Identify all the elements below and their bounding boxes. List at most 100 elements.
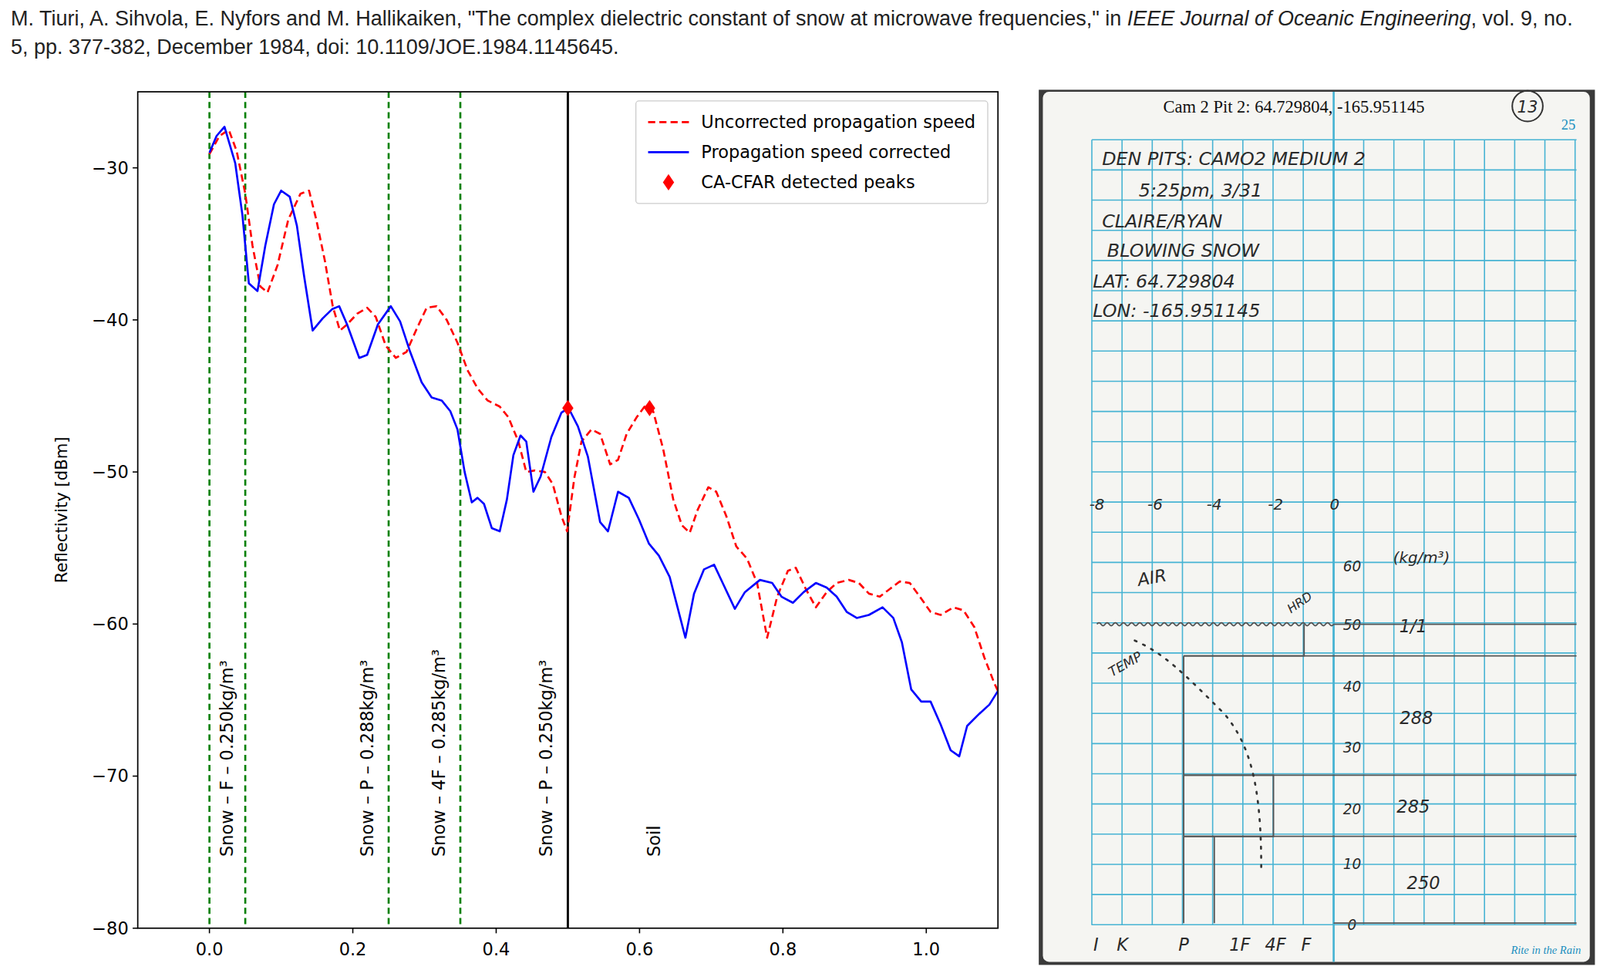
hardness-scale-label: 4F [1265, 934, 1287, 955]
density-unit: (kg/m³) [1393, 549, 1450, 567]
grid-line [1544, 139, 1547, 926]
page-divider [1332, 91, 1335, 962]
y-tick-label: −60 [91, 613, 128, 634]
page-number: 13 [1517, 97, 1539, 117]
x-tick-label: 0.2 [339, 939, 368, 960]
notebook: Cam 2 Pit 2: 64.729804, -165.951145 13 25 D… [1038, 89, 1595, 965]
y-tick [132, 927, 139, 930]
x-tick-label: 0.8 [768, 939, 797, 960]
x-tick [352, 928, 354, 934]
legend-box [636, 101, 988, 204]
temp-axis-label: -4 [1206, 495, 1223, 514]
density-value: 1/1 [1399, 616, 1428, 637]
y-tick-label: −70 [91, 765, 128, 786]
note-line: LAT: 64.729804 [1092, 270, 1235, 293]
legend: Uncorrected propagation speedPropagation… [636, 101, 988, 204]
hardness-scale-label: I [1093, 934, 1099, 955]
y-axis-title: Reflectivity [dBm] [51, 436, 71, 583]
boundary-line [387, 91, 391, 929]
note-line: BLOWING SNOW [1107, 239, 1261, 262]
y-tick-label: −80 [91, 918, 128, 939]
note-line: CLAIRE/RYAN [1101, 210, 1223, 233]
temp-profile [1135, 640, 1262, 868]
x-tick-label: 1.0 [912, 939, 940, 960]
height-axis-label: 60 [1343, 558, 1362, 575]
boundary-line [566, 91, 570, 929]
notebook-page [1042, 91, 1590, 962]
hardness-scale-label: P [1178, 934, 1190, 955]
y-tick-label: −40 [91, 309, 128, 331]
brand: Rite in the Rain [1509, 943, 1581, 957]
x-tick-label: 0.0 [195, 939, 224, 960]
y-tick-label: −30 [91, 158, 128, 179]
y-tick-label: −50 [91, 461, 128, 482]
peak-marker [643, 400, 656, 417]
y-tick [132, 471, 139, 473]
hardness-label: HRD [1284, 588, 1316, 617]
hardness-scale-label: F [1300, 934, 1312, 955]
height-axis-label: 40 [1343, 678, 1362, 695]
grid-line [1363, 139, 1365, 926]
note-line: LON: -165.951145 [1092, 299, 1260, 322]
note-line: 5:25pm, 3/31 [1138, 179, 1263, 202]
x-tick [639, 928, 641, 934]
grid-line [1483, 139, 1486, 926]
layer-label: Snow – P – 0.288kg/m³ [357, 660, 378, 857]
snow-surface [1097, 623, 1334, 627]
notebook-edge [1038, 89, 1595, 965]
y-tick [132, 167, 139, 169]
citation-part: "The complex dielectric constant of snow… [468, 6, 1122, 31]
figure: 0.00.20.40.60.81.0−80−70−60−50−40−30Refl… [0, 0, 1600, 970]
citation-part: M. Tiuri, A. Sihvola, E. Nyfors and M. H… [10, 6, 462, 31]
grid-line [1574, 139, 1577, 926]
layer-boundary [1333, 922, 1577, 924]
air-label: AIR [1134, 565, 1169, 590]
layer-label: Snow – F – 0.250kg/m³ [216, 660, 237, 857]
legend-swatch [648, 151, 690, 154]
layer-boundary [1333, 623, 1577, 626]
legend-label: CA-CFAR detected peaks [700, 171, 915, 192]
series-line [209, 129, 999, 691]
temp-axis-label: -8 [1089, 495, 1105, 514]
grid-line [1091, 139, 1093, 926]
height-axis-label: 30 [1343, 739, 1362, 756]
density-value: 288 [1399, 707, 1433, 728]
sheet-number: 25 [1561, 116, 1577, 133]
hardness-profile [1183, 624, 1304, 924]
grid-line [1453, 139, 1456, 926]
note-line: DEN PITS: CAMO2 MEDIUM 2 [1101, 148, 1366, 170]
density-value: 285 [1396, 796, 1430, 817]
height-axis-label: 50 [1343, 617, 1362, 634]
citation: M. Tiuri, A. Sihvola, E. Nyfors and M. H… [10, 4, 1584, 62]
x-tick-label: 0.4 [482, 939, 511, 960]
y-tick [132, 623, 139, 626]
legend-label: Uncorrected propagation speed [700, 111, 976, 132]
plot-frame [138, 91, 999, 929]
height-axis-label: 10 [1343, 855, 1362, 873]
grid-line [1514, 139, 1516, 926]
layer-label: Soil [643, 825, 664, 858]
temp-axis-label: -6 [1147, 495, 1163, 514]
x-tick [208, 928, 211, 934]
temp-axis-label: 0 [1330, 495, 1341, 514]
y-tick [132, 319, 139, 321]
temp-axis-label: -2 [1267, 495, 1284, 514]
legend-swatch [648, 121, 690, 124]
page-circle [1512, 90, 1543, 122]
hardness-scale-label: K [1116, 934, 1130, 955]
layer-label: Snow – 4F – 0.285kg/m³ [428, 649, 449, 857]
height-axis-label: 20 [1343, 801, 1362, 818]
boundary-line [208, 91, 211, 929]
legend-swatch [663, 174, 675, 191]
series-line [209, 126, 999, 756]
height-axis-label: 0 [1347, 916, 1358, 934]
notebook-header: Cam 2 Pit 2: 64.729804, -165.951145 [1162, 97, 1425, 117]
x-tick [782, 928, 785, 934]
x-tick [495, 928, 498, 934]
hardness-scale-label: 1F [1229, 934, 1251, 955]
layer-label: Snow – P – 0.250kg/m³ [535, 660, 556, 857]
grid-line [1393, 139, 1395, 926]
y-tick [132, 775, 139, 778]
density-value: 250 [1407, 873, 1441, 894]
grid-line [1302, 139, 1304, 926]
